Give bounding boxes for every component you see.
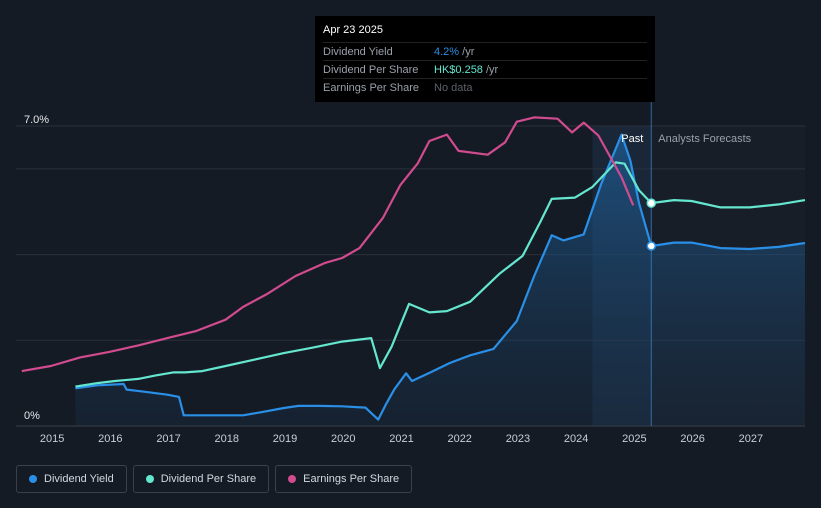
x-tick-label: 2022 [447, 433, 471, 445]
series-marker [646, 198, 657, 208]
tooltip-label: Dividend Per Share [323, 63, 419, 76]
x-tick-label: 2016 [98, 433, 122, 445]
x-tick-label: 2018 [215, 433, 239, 445]
x-tick-label: 2026 [680, 433, 704, 445]
tooltip-label: Dividend Yield [323, 45, 393, 58]
tooltip-row-earnings-per-share: Earnings Per Share No data [323, 78, 647, 96]
x-tick-label: 2025 [622, 433, 646, 445]
tooltip-unit: /yr [482, 63, 499, 76]
x-tick-label: 2020 [331, 433, 355, 445]
tooltip-value: 4.2% [434, 45, 460, 58]
tooltip-row-dividend-yield: Dividend Yield 4.2% /yr [323, 42, 647, 60]
forecast-label: Analysts Forecasts [658, 133, 751, 145]
x-tick-label: 2017 [156, 433, 180, 445]
past-label: Past [621, 133, 643, 145]
dot-icon [145, 475, 154, 483]
x-tick-label: 2019 [273, 433, 297, 445]
legend-label: Earnings Per Share [303, 473, 400, 485]
x-tick-label: 2023 [506, 433, 530, 445]
tooltip-row-dividend-per-share: Dividend Per Share HK$0.258 /yr [323, 60, 647, 78]
tooltip-label: Earnings Per Share [323, 81, 419, 94]
series-marker [646, 241, 657, 251]
legend: Dividend Yield Dividend Per Share Earnin… [16, 465, 413, 493]
x-tick-label: 2021 [389, 433, 413, 445]
x-tick-label: 2024 [564, 433, 588, 445]
y-tick-label: 0% [24, 410, 40, 422]
dot-icon [29, 475, 37, 483]
earnings-per-share-line [21, 116, 635, 373]
legend-label: Dividend Yield [44, 473, 114, 485]
x-tick-label: 2027 [739, 433, 763, 445]
legend-dividend-per-share[interactable]: Dividend Per Share [132, 465, 270, 493]
tooltip-value: HK$0.258 [434, 63, 483, 76]
tooltip-date: Apr 23 2025 [323, 24, 383, 36]
dividend-yield-line [75, 133, 806, 421]
y-tick-label: 7.0% [24, 114, 49, 126]
legend-earnings-per-share[interactable]: Earnings Per Share [275, 465, 413, 493]
legend-dividend-yield[interactable]: Dividend Yield [16, 465, 127, 493]
dividend-yield-area [75, 134, 805, 426]
legend-label: Dividend Per Share [160, 473, 257, 485]
tooltip-value: No data [434, 81, 473, 94]
tooltip: Apr 23 2025 Dividend Yield 4.2% /yr Divi… [315, 16, 655, 102]
dot-icon [288, 475, 297, 483]
tooltip-unit: /yr [459, 45, 475, 58]
x-tick-label: 2015 [40, 433, 64, 445]
